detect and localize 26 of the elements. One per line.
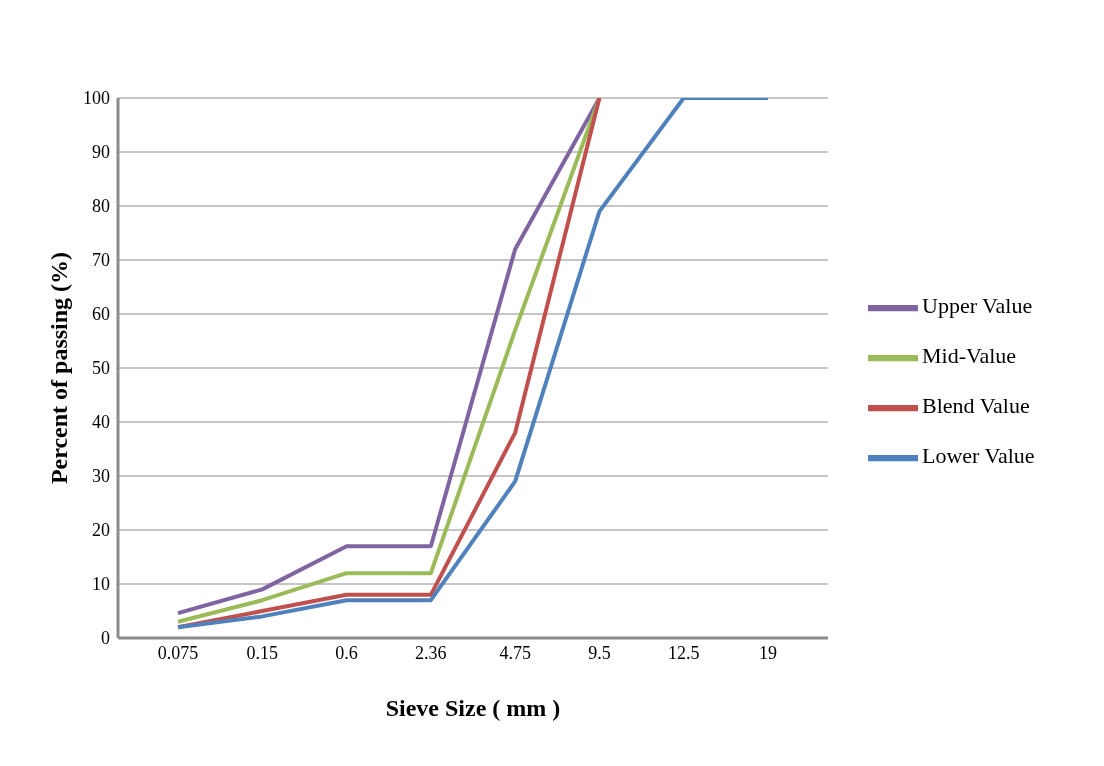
y-tick-label: 20 [92, 520, 110, 541]
x-tick-label: 12.5 [667, 642, 700, 663]
y-axis-title: Percent of passing (%) [45, 251, 72, 485]
y-tick-label: 70 [92, 250, 110, 271]
x-tick-label: 9.5 [588, 642, 611, 663]
y-tick-label: 30 [92, 466, 110, 487]
x-tick-label: 0.075 [157, 642, 199, 663]
y-tick-label: 40 [92, 412, 110, 433]
line-series [176, 98, 770, 630]
x-tick-label: 19 [759, 642, 777, 663]
x-axis-title: Sieve Size ( mm ) [385, 695, 561, 721]
y-tick-label: 90 [92, 142, 110, 163]
y-tick-label: 50 [92, 358, 110, 379]
x-tick-label: 4.75 [499, 642, 531, 663]
x-tick-label: 0.15 [246, 642, 279, 663]
y-tick-label: 100 [83, 88, 110, 109]
x-tick-label: 0.6 [335, 642, 358, 663]
legend-label: Mid-Value [922, 343, 1017, 369]
y-tick-label: 10 [92, 574, 110, 595]
legend-label: Upper Value [922, 293, 1033, 319]
x-tick-label: 2.36 [415, 642, 447, 663]
y-tick-label: 80 [92, 196, 110, 217]
legend-label: Blend Value [922, 393, 1030, 419]
y-tick-label: 0 [101, 628, 110, 649]
legend-label: Lower Value [922, 443, 1035, 469]
y-tick-label: 60 [92, 304, 110, 325]
